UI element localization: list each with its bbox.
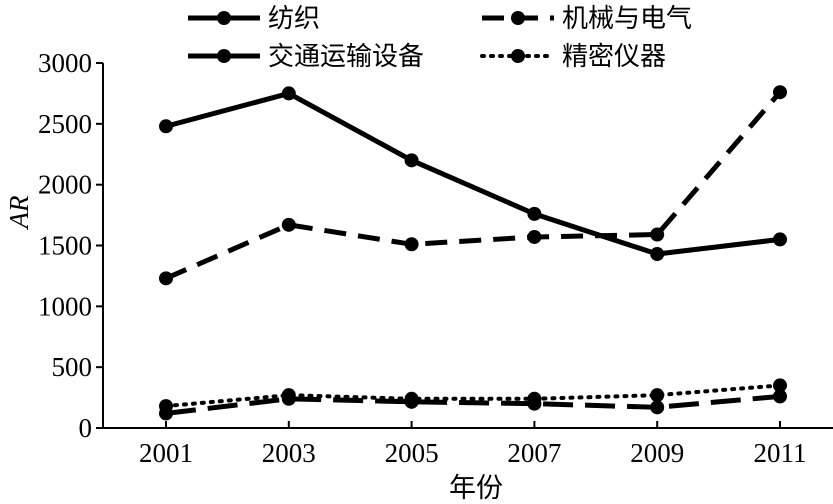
series-line [165,90,782,281]
x-axis-title: 年份 [449,473,503,504]
x-tick-label: 2001 [139,438,193,468]
x-tick-label: 2003 [262,438,316,468]
y-tick-label: 2000 [38,170,92,200]
y-tick-label: 1500 [38,231,92,261]
y-axis-title: AR [4,195,34,230]
data-point [773,85,787,100]
data-point [281,86,296,101]
x-tick-label: 2007 [507,438,561,468]
y-tick-label: 500 [52,352,93,382]
data-point [773,232,787,247]
data-point [159,271,173,286]
y-tick-label: 0 [79,413,93,443]
data-point [159,119,173,134]
series-line [165,90,781,257]
data-point [159,399,173,414]
data-point [527,206,542,221]
legend-label: 交通运输设备 [268,42,424,72]
data-point [650,400,665,415]
data-point [404,391,419,406]
legend-marker [217,11,231,25]
y-tick-label: 2500 [38,109,92,139]
data-point [773,378,787,393]
data-point [404,153,419,168]
data-point [281,217,296,232]
y-tick-label: 3000 [38,48,92,78]
legend-label: 精密仪器 [562,42,666,72]
y-tick-label: 1000 [38,291,92,321]
data-point [650,388,665,403]
x-tick-label: 2011 [754,438,807,468]
series-line [164,383,782,409]
data-point [404,237,419,252]
series-line [165,393,781,416]
ticks: 0 500 1000 1500 2000 2500 3000 2001 2003 2005 2007… [38,48,807,468]
legend-marker [511,11,525,25]
legend-marker [217,49,231,63]
x-tick-label: 2009 [630,438,684,468]
legend-marker [511,49,525,63]
data-point [527,391,542,406]
data-point [281,388,296,403]
x-tick-label: 2005 [385,438,439,468]
legend-label: 纺织 [268,4,320,34]
data-point [650,247,665,262]
data-point [650,227,665,242]
data-point [773,389,787,404]
legend-label: 机械与电气 [562,4,692,34]
series-layer [159,85,787,421]
data-point [527,229,542,244]
